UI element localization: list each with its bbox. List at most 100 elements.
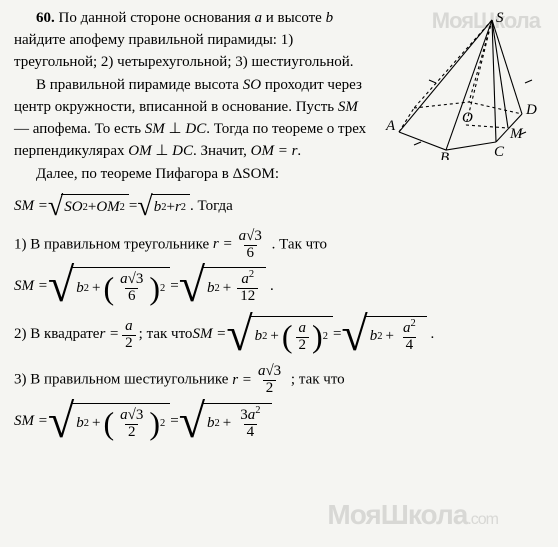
period: . <box>297 143 301 159</box>
equals: = <box>129 196 137 218</box>
root3: √3 <box>265 363 281 379</box>
b: b <box>207 413 215 435</box>
case2-text: 2) В квадрате <box>14 324 99 346</box>
perp-lhs: SM <box>145 121 165 137</box>
frac-a2-4: a2 4 <box>400 321 419 354</box>
label-B: B <box>440 150 449 160</box>
plus: + <box>223 413 231 435</box>
frac-a-2: a 2 <box>122 319 136 352</box>
two: 2 <box>122 335 136 352</box>
text-frag: . Значит, <box>193 143 251 159</box>
sqrt-case2a: √ b2 + ( a 2 )2 <box>226 316 333 355</box>
b: b <box>207 278 215 300</box>
plus: + <box>92 278 100 300</box>
frac-asqrt3-2: a√3 2 <box>255 364 284 397</box>
text-frag: — апофема. То есть <box>14 121 145 137</box>
a: a <box>120 407 128 423</box>
sqrt-so-om: √ SO2 +OM 2 <box>48 194 129 219</box>
var-b: b <box>326 10 334 26</box>
plus: + <box>166 197 174 219</box>
solution-para-2: Далее, по теореме Пифагора в ΔSOM: <box>14 164 544 186</box>
case-3: 3) В правильном шестиугольнике r = a√3 2… <box>14 364 544 397</box>
label-D: D <box>525 102 537 118</box>
label-S: S <box>496 10 504 26</box>
triangle-SOM: ΔSOM <box>233 166 275 182</box>
text-frag: Далее, по теореме Пифагора в <box>36 166 233 182</box>
r-eq: r = <box>213 234 233 256</box>
sqrt-case3b: √ b2 + 3a2 4 <box>179 403 272 442</box>
case-2: 2) В квадрате r = a 2 ; так что SM = √ b… <box>14 316 544 355</box>
plus: + <box>386 326 394 348</box>
equals: = <box>333 324 341 346</box>
six: 6 <box>125 288 139 305</box>
b: b <box>76 413 84 435</box>
sm-eq: SM = <box>14 411 48 433</box>
b: b <box>76 278 84 300</box>
b: b <box>370 326 378 348</box>
root3: √3 <box>246 228 262 244</box>
text-frag: и высоте <box>262 10 326 26</box>
watermark-bottom-text: МояШкола <box>327 499 467 530</box>
three: 3 <box>240 407 248 423</box>
a: a <box>120 271 128 287</box>
equation-case3: SM = √ b2 + ( a√3 2 )2 = √ b2 + 3a2 <box>14 403 544 442</box>
r-eq: r = <box>232 370 252 392</box>
plus: + <box>88 197 96 219</box>
document-content: S A B C D O M 60. По данной стороне осно… <box>14 8 544 441</box>
colon: : <box>275 166 279 182</box>
so: SO <box>64 197 82 219</box>
frac-inner: a√3 6 <box>117 272 146 305</box>
frac-3a2-4: 3a2 4 <box>237 408 263 441</box>
four: 4 <box>403 337 417 354</box>
a: a <box>299 320 307 336</box>
root3: √3 <box>128 407 144 423</box>
frac-a2-12: a2 12 <box>237 272 258 305</box>
so-that: ; так что <box>291 372 345 388</box>
equals: = <box>170 276 178 298</box>
pyramid-figure: S A B C D O M <box>374 10 544 160</box>
om-eq-r: OM = r <box>251 143 298 159</box>
equals: = <box>170 411 178 433</box>
r: r <box>175 197 181 219</box>
two: 2 <box>125 424 139 441</box>
two: 2 <box>263 380 277 397</box>
label-M: M <box>509 126 524 142</box>
text-frag: найдите апофему правильной пирамиды: 1) … <box>14 32 354 70</box>
sqrt-case3a: √ b2 + ( a√3 2 )2 <box>48 403 170 442</box>
b: b <box>154 197 162 219</box>
root3: √3 <box>128 271 144 287</box>
sm-eq: SM = <box>14 276 48 298</box>
label-O: O <box>462 110 473 126</box>
seg-SO: SO <box>243 77 261 93</box>
text-frag: По данной стороне основания <box>59 10 255 26</box>
sqrt-b-r: √ b2 + r2 <box>137 194 190 219</box>
r-eq: r = <box>99 324 119 346</box>
perp-symbol: ⊥ <box>155 143 168 159</box>
perp-rhs: DC <box>172 143 193 159</box>
watermark-bottom: МояШкола.com <box>327 499 498 531</box>
a: a <box>241 271 249 287</box>
six: 6 <box>244 245 258 262</box>
perp-lhs: OM <box>128 143 151 159</box>
text-frag: В правильной пирамиде высота <box>36 77 243 93</box>
frac-asqrt3-6: a√3 6 <box>236 229 265 262</box>
label-A: A <box>385 118 396 134</box>
two: 2 <box>296 337 310 354</box>
then-text: . Тогда <box>190 196 233 218</box>
so-that: ; так что <box>139 324 193 346</box>
sq: 2 <box>255 405 260 416</box>
seg-SM: SM <box>338 99 358 115</box>
frac-inner: a 2 <box>296 321 310 354</box>
equation-main: SM = √ SO2 +OM 2 = √ b2 + r2 . Тогда <box>14 194 544 219</box>
var-a: a <box>254 10 262 26</box>
plus: + <box>92 413 100 435</box>
plus: + <box>270 326 278 348</box>
case3-text: 3) В правильном шестиугольнике <box>14 372 232 388</box>
sq: 2 <box>410 318 415 329</box>
so-that: . Так что <box>272 236 327 252</box>
sq: 2 <box>249 269 254 280</box>
perp-symbol: ⊥ <box>169 121 182 137</box>
sm-eq: SM = <box>14 196 48 218</box>
sqrt-case2b: √ b2 + a2 4 <box>341 316 426 355</box>
sqrt-case1b: √ b2 + a2 12 <box>179 267 267 306</box>
